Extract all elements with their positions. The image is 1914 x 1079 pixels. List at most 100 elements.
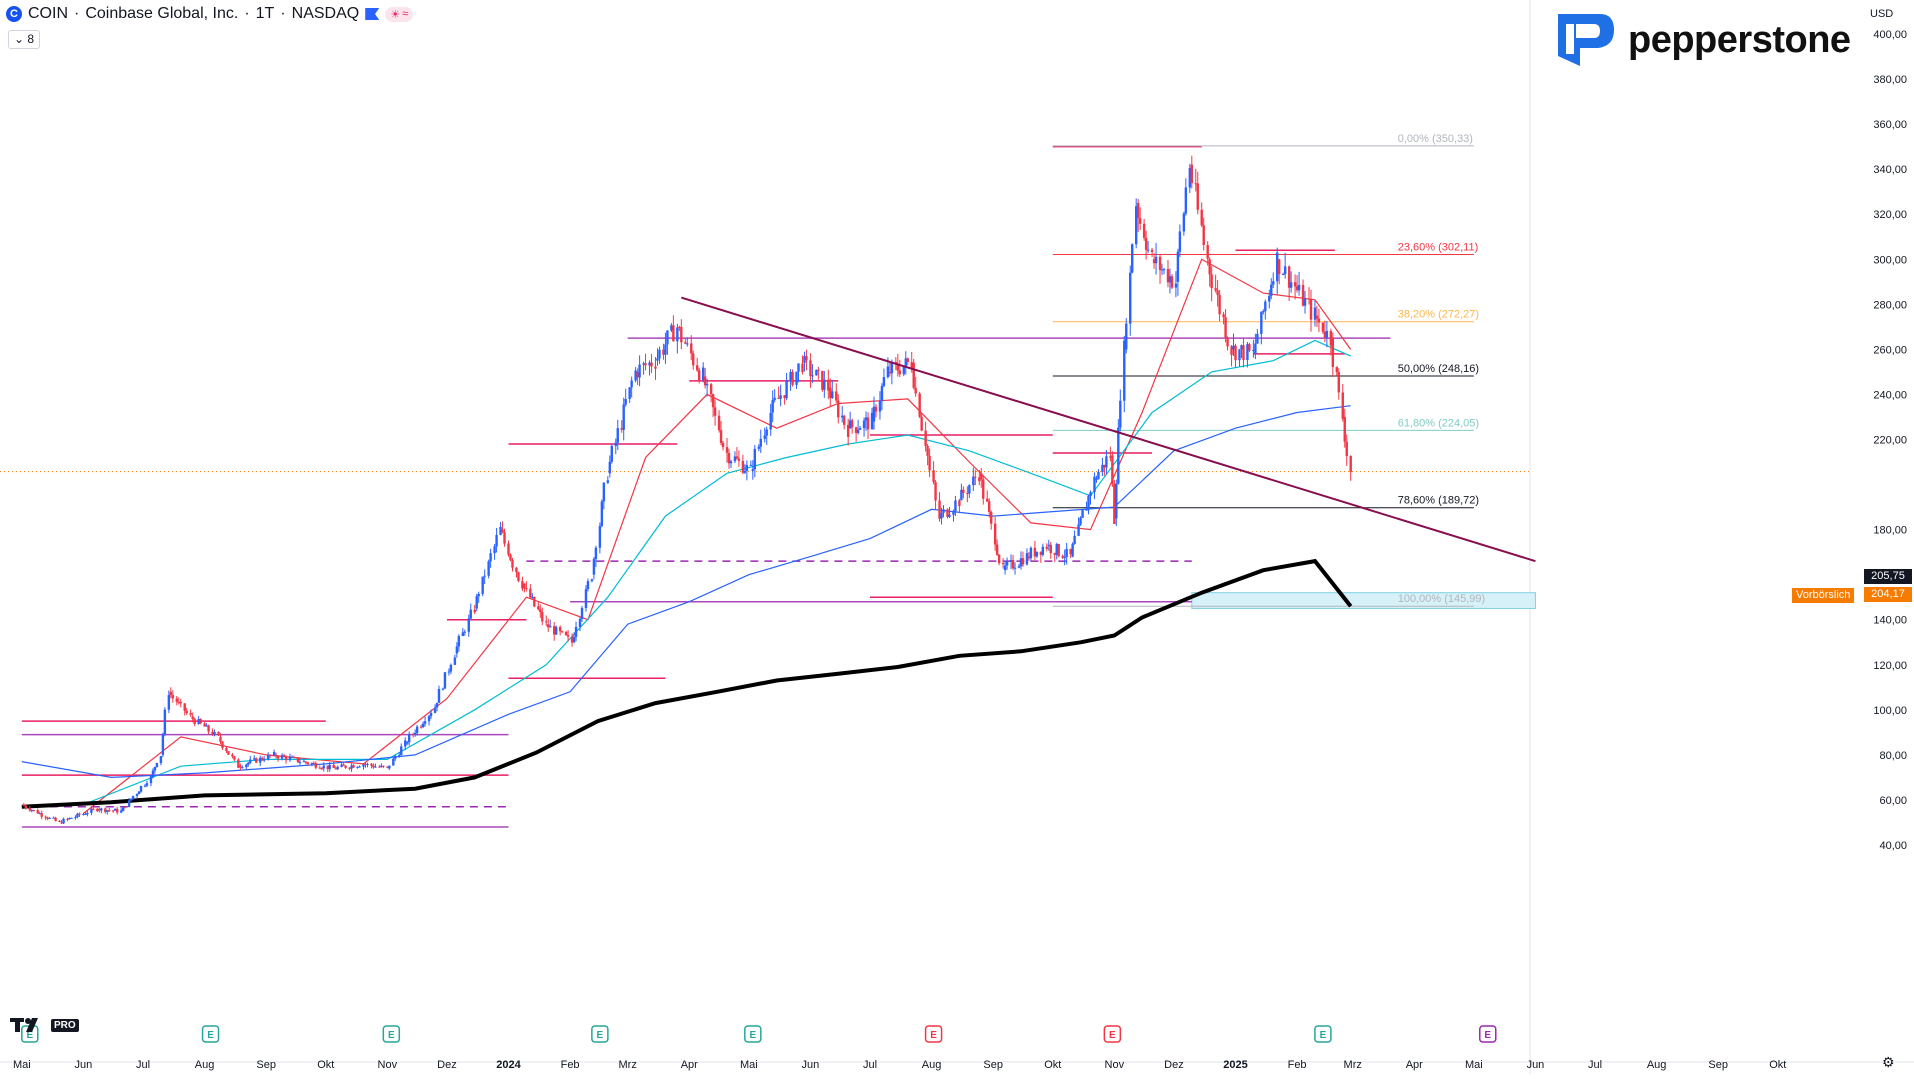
candle-body (797, 363, 800, 372)
candle-body (552, 626, 556, 635)
indicator-count-toggle[interactable]: ⌄ 8 (8, 30, 41, 49)
candle-body (684, 342, 687, 344)
candle-body (1341, 392, 1344, 419)
candle-body (769, 412, 772, 430)
candle-body (789, 371, 792, 381)
candle-body (60, 822, 63, 824)
candle-body (1105, 456, 1108, 468)
tradingview-logo[interactable]: PRO (10, 1016, 79, 1034)
candle-body (1343, 416, 1346, 442)
candle-body (350, 765, 353, 769)
candle-body (523, 583, 526, 589)
brand-name: pepperstone (1628, 18, 1851, 61)
candle-body (686, 343, 689, 345)
candle-body (290, 756, 294, 758)
earnings-marker[interactable] (1314, 1025, 1332, 1043)
candle-body (48, 817, 51, 819)
candle-body (46, 817, 49, 819)
candle-body (805, 356, 808, 361)
candle-body (703, 376, 707, 386)
candle-body (30, 810, 33, 812)
price-axis-label: 180,00 (1873, 525, 1907, 537)
candle-body (68, 817, 71, 820)
earnings-marker[interactable] (744, 1025, 762, 1043)
settings-gear-icon[interactable]: ⚙ (1882, 1054, 1895, 1070)
candle-body (205, 725, 208, 727)
trendline[interactable] (681, 296, 1536, 563)
earnings-marker[interactable] (1479, 1025, 1497, 1043)
earnings-marker[interactable] (201, 1025, 220, 1043)
earnings-marker[interactable] (1103, 1025, 1122, 1043)
candle-body (795, 371, 798, 385)
candle-body (90, 808, 93, 813)
fib-level-label: 0,00% (350,33) (1398, 133, 1473, 145)
candle-body (36, 810, 39, 814)
earnings-marker[interactable] (924, 1025, 943, 1043)
candle-body (1202, 225, 1205, 245)
candle-body (239, 766, 242, 768)
candle-body (1003, 565, 1007, 571)
candle-body (896, 363, 900, 371)
candle-body (499, 526, 502, 535)
time-axis-label: Sep (256, 1059, 276, 1071)
candle-body (1214, 288, 1217, 291)
market-status-pill[interactable]: ☀ ≈ (385, 6, 414, 22)
candle-body (1248, 344, 1251, 351)
candle-body (600, 501, 604, 527)
flag-icon[interactable] (365, 8, 380, 20)
candle-body (1019, 558, 1023, 567)
candle-body (28, 808, 31, 811)
fib-level-label: 61,80% (224,05) (1398, 417, 1479, 429)
candle-body (1194, 183, 1197, 185)
time-axis-label: Jul (863, 1059, 877, 1071)
candle-body (1303, 298, 1307, 306)
candle-body (217, 731, 220, 735)
candle-body (1276, 252, 1279, 282)
candle-body (100, 808, 103, 811)
candle-body (1168, 276, 1172, 283)
candle-body (713, 407, 717, 416)
candle-body (572, 636, 576, 643)
candle-body (1009, 560, 1013, 562)
candle-body (880, 385, 884, 402)
time-axis-label: Okt (317, 1059, 334, 1071)
price-axis-label: 260,00 (1873, 344, 1907, 356)
candle-body (84, 814, 87, 816)
candle-body (1071, 543, 1074, 557)
candle-body (1313, 307, 1317, 320)
candle-body (1335, 366, 1339, 373)
candle-body (729, 461, 733, 464)
candle-body (40, 813, 43, 817)
currency-label[interactable]: USD (1870, 8, 1894, 20)
candle-body (461, 632, 465, 637)
wave-icon: ≈ (402, 7, 409, 20)
candle-body (1049, 544, 1052, 554)
candle-body (598, 526, 602, 548)
earnings-marker[interactable] (591, 1025, 609, 1043)
candle-body (938, 500, 941, 519)
candle-body (606, 480, 610, 483)
candle-body (779, 395, 782, 399)
separator: · (244, 5, 250, 22)
candle-body (352, 765, 355, 768)
candle-body (179, 701, 182, 704)
time-axis-label: Jun (1527, 1059, 1545, 1071)
exchange-label: NASDAQ (291, 5, 360, 22)
candle-body (662, 349, 665, 355)
candle-body (1039, 551, 1043, 555)
candle-body (145, 783, 149, 786)
candle-body (858, 428, 862, 430)
candle-body (835, 391, 838, 401)
price-axis-label: 240,00 (1873, 389, 1907, 401)
candle-body (1154, 256, 1158, 264)
candle-body (525, 588, 528, 590)
symbol-header[interactable]: C COIN · Coinbase Global, Inc. · 1T · NA… (6, 5, 414, 23)
earnings-marker[interactable] (382, 1025, 401, 1043)
candle-body (697, 370, 701, 381)
candle-body (842, 415, 846, 425)
candle-body (886, 366, 890, 378)
candle-body (1129, 272, 1132, 324)
candle-body (151, 770, 155, 778)
